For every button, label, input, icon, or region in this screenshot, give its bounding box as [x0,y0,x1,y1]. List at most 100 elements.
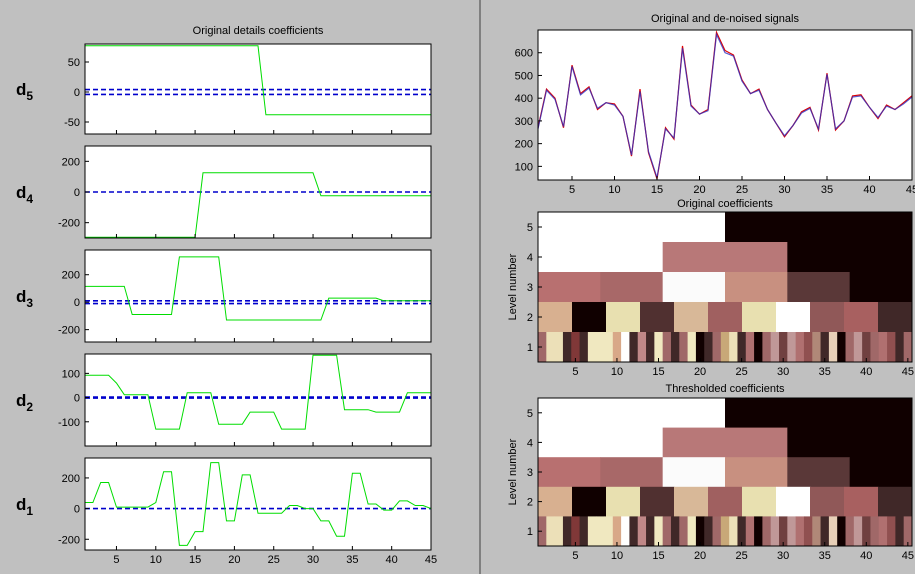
y-tick-label: -200 [58,218,80,230]
detail-panel-d1: 200 0 -200 5 10 15 20 25 30 35 40 45 d1 [16,457,437,566]
y-tick-label: 3 [527,282,533,294]
coef-cell [571,332,580,363]
detail-line-d1 [85,462,432,546]
detail-line-d2 [85,354,431,430]
coef-cell [779,516,788,547]
x-tick-label: 5 [113,554,119,566]
coef-cell [725,427,788,458]
coef-cell [862,332,871,363]
y-tick-label: 400 [515,93,533,105]
y-tick-label: 200 [515,139,533,151]
x-tick-label: 15 [652,366,664,378]
coef-cell [812,516,821,547]
coef-cell [596,332,605,363]
coef-cell [662,332,672,363]
coef-cell [878,302,913,333]
coef-cell [637,516,647,547]
coef-cell [844,302,879,333]
coef-cell [606,486,641,517]
x-tick-label: 45 [902,366,914,378]
y-tick-label: -50 [64,117,80,129]
coef-cell [725,457,788,488]
y-tick-label: 200 [62,156,80,168]
coef-cell [903,332,913,363]
coef-cell [654,516,664,547]
x-tick-label: 5 [572,366,578,378]
x-tick-label: 45 [906,184,915,196]
details-title: Original details coefficients [193,25,324,37]
x-tick-label: 40 [386,554,398,566]
coef-cell [538,302,573,333]
coef-cell [670,516,680,547]
coef-cell [725,212,913,243]
y-tick-label: 2 [527,497,533,509]
coef-cell [837,516,846,547]
coef-cell [762,332,772,363]
level-label-d5: d5 [16,80,33,103]
x-tick-label: 20 [694,550,706,562]
y-tick-label: 0 [74,393,80,405]
coef-cell [820,516,830,547]
coef-cell [604,516,614,547]
x-tick-label: 10 [608,184,620,196]
coef-cell [754,332,763,363]
x-tick-label: 15 [652,550,664,562]
x-tick-label: 20 [693,184,705,196]
thr-coef-title: Thresholded coefficients [665,383,785,395]
coef-cell [538,398,726,428]
y-tick-label: 5 [527,408,533,420]
coef-cell [729,332,738,363]
coef-cell [546,516,556,547]
coef-cell [725,398,913,428]
coef-cell [770,516,780,547]
level-label-d4: d4 [16,183,33,206]
coef-cell [554,516,564,547]
coef-cell [538,332,547,363]
y-tick-label: -200 [58,325,80,337]
coef-cell [538,486,573,517]
x-tick-label: 35 [819,366,831,378]
coef-cell [812,332,821,363]
x-tick-label: 10 [150,554,162,566]
coef-cell [895,332,905,363]
x-tick-label: 25 [735,366,747,378]
coef-cell [903,516,913,547]
coef-cell [779,332,788,363]
axes-border [84,249,432,343]
coef-cell [629,516,639,547]
x-tick-label: 25 [268,554,280,566]
thr-coef-ylabel: Level number [507,438,519,505]
signal-line-2 [537,32,913,178]
coef-cell [737,516,747,547]
coef-cell [776,486,811,517]
x-tick-label: 35 [819,550,831,562]
coef-cell [646,332,655,363]
x-tick-label: 30 [777,550,789,562]
coef-cell [742,302,777,333]
coef-cell [587,332,597,363]
coef-cell [695,516,705,547]
coef-cell [538,242,601,273]
coef-cell [862,516,871,547]
coef-cell [895,516,905,547]
x-tick-label: 30 [307,554,319,566]
level-label-d3: d3 [16,287,33,310]
coef-cell [640,486,675,517]
coef-cell [810,302,845,333]
axes-border [84,353,432,447]
coef-cell [787,427,851,458]
y-tick-label: 3 [527,467,533,479]
coef-cell [687,332,697,363]
x-tick-label: 10 [611,550,623,562]
axes-border [537,29,913,181]
coef-cell [637,332,647,363]
y-tick-label: 2 [527,312,533,324]
level-label-d1: d1 [16,495,33,518]
coef-cell [662,242,726,273]
coef-cell [571,516,580,547]
axes-border [84,43,432,135]
coef-cell [554,332,564,363]
